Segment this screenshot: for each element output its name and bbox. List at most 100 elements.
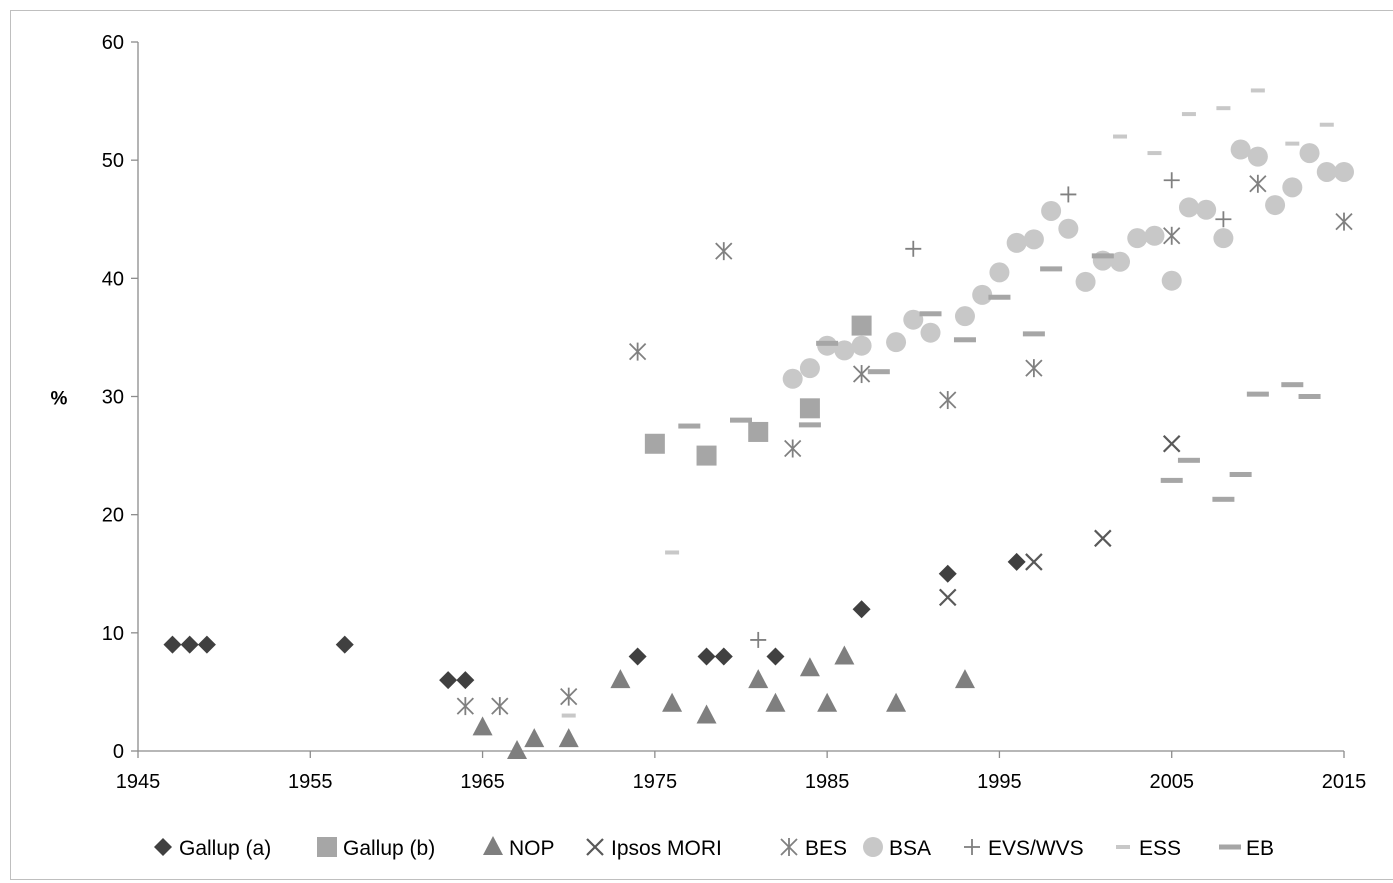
axes: 0 10 20 30 40 50 60 1945 1955 1965 1975 1985 1995 200… [51, 32, 1367, 793]
point-gallup-a [335, 635, 354, 654]
point-evs-wvs [1060, 186, 1077, 203]
point-eb [678, 423, 701, 429]
point-bsa [886, 332, 907, 353]
point-bes [456, 697, 474, 716]
x-tick-label: 2005 [1149, 771, 1194, 793]
series-nop [472, 645, 975, 759]
y-tick-label: 30 [102, 387, 124, 409]
point-bes [715, 242, 733, 261]
legend-marker [317, 837, 337, 857]
point-bes [1163, 226, 1181, 245]
point-eb [1281, 382, 1304, 388]
point-bsa [954, 306, 975, 327]
point-nop [765, 692, 786, 712]
legend-marker [1116, 845, 1130, 849]
point-bsa [989, 262, 1010, 283]
point-eb [1298, 394, 1321, 399]
y-tick-label: 10 [102, 623, 124, 645]
point-gallup-b [799, 398, 820, 419]
point-nop [748, 669, 769, 689]
point-bsa [1265, 195, 1286, 216]
point-bes [628, 342, 647, 361]
legend-marker [1219, 844, 1241, 850]
point-bsa [1282, 177, 1303, 198]
point-eb [867, 369, 890, 375]
point-eb [730, 417, 752, 423]
legend-label: NOP [509, 837, 555, 860]
x-tick-label: 1945 [116, 771, 161, 793]
point-bes [939, 391, 957, 410]
point-gallup-a [852, 600, 871, 619]
y-tick-label: 50 [102, 150, 124, 172]
point-nop [610, 669, 631, 689]
point-bsa [782, 368, 803, 389]
point-bsa [1023, 229, 1044, 250]
point-eb [1246, 391, 1269, 397]
point-gallup-a [197, 635, 216, 654]
y-axis-label: % [51, 389, 68, 410]
series-bsa [782, 139, 1354, 389]
point-bes [560, 687, 578, 706]
point-eb [953, 337, 976, 343]
legend-label: EVS/WVS [988, 837, 1084, 860]
legend-item-gallup-b: Gallup (b) [317, 837, 435, 860]
point-ipsos-mori [1162, 434, 1181, 453]
point-bsa [799, 358, 820, 379]
series-gallup-b [644, 315, 872, 466]
point-ess [1181, 112, 1196, 117]
legend-label: BES [805, 837, 847, 860]
point-gallup-b [748, 421, 769, 442]
point-evs-wvs [1215, 211, 1232, 228]
point-ess [1113, 134, 1128, 139]
y-tick-label: 0 [113, 741, 124, 763]
point-bsa [1230, 139, 1251, 160]
point-gallup-b [851, 315, 872, 336]
y-tick-label: 20 [102, 505, 124, 527]
point-eb [1040, 266, 1063, 272]
point-eb [919, 311, 942, 317]
point-evs-wvs [1163, 172, 1180, 189]
point-ess [1147, 151, 1162, 156]
point-bsa [1316, 161, 1337, 182]
legend-marker [780, 838, 798, 856]
point-bsa [920, 322, 941, 343]
series-evs-wvs [750, 172, 1232, 648]
point-nop [834, 645, 855, 665]
point-bsa [1041, 200, 1062, 221]
point-gallup-a [456, 671, 475, 690]
point-ipsos-mori [938, 588, 957, 607]
point-bsa [1058, 218, 1079, 239]
point-bsa [1110, 251, 1131, 272]
point-nop [472, 716, 493, 736]
legend-label: BSA [889, 837, 931, 860]
legend-item-ipsos-mori: Ipsos MORI [586, 837, 722, 860]
point-bsa [903, 309, 924, 330]
point-nop [558, 728, 579, 748]
legend-item-gallup-a: Gallup (a) [154, 837, 271, 860]
point-gallup-b [644, 433, 665, 454]
point-bsa [1334, 161, 1354, 182]
legend-item-evs-wvs: EVS/WVS [964, 837, 1084, 860]
legend-label: Gallup (b) [343, 837, 435, 860]
point-bsa [1006, 232, 1027, 253]
legend-item-nop: NOP [483, 836, 555, 860]
point-bes [491, 697, 509, 716]
legend-item-bes: BES [780, 837, 847, 860]
x-tick-label: 1995 [977, 771, 1022, 793]
point-ess [1319, 122, 1334, 127]
legend-marker [483, 836, 503, 855]
legend-item-bsa: BSA [863, 837, 931, 860]
point-nop [954, 669, 975, 689]
point-bsa [972, 284, 993, 305]
series-ipsos-mori [938, 434, 1181, 607]
point-ess [1285, 141, 1300, 146]
point-eb [988, 294, 1011, 300]
scatter-chart: 0 10 20 30 40 50 60 1945 1955 1965 1975 1985 1995 200… [51, 32, 1367, 860]
legend-marker [586, 838, 604, 856]
series-eb [678, 253, 1321, 502]
point-bsa [1127, 228, 1148, 249]
legend-label: Ipsos MORI [611, 837, 722, 860]
legend-marker [154, 838, 172, 856]
data-marks [163, 88, 1354, 759]
point-bsa [1213, 228, 1234, 249]
